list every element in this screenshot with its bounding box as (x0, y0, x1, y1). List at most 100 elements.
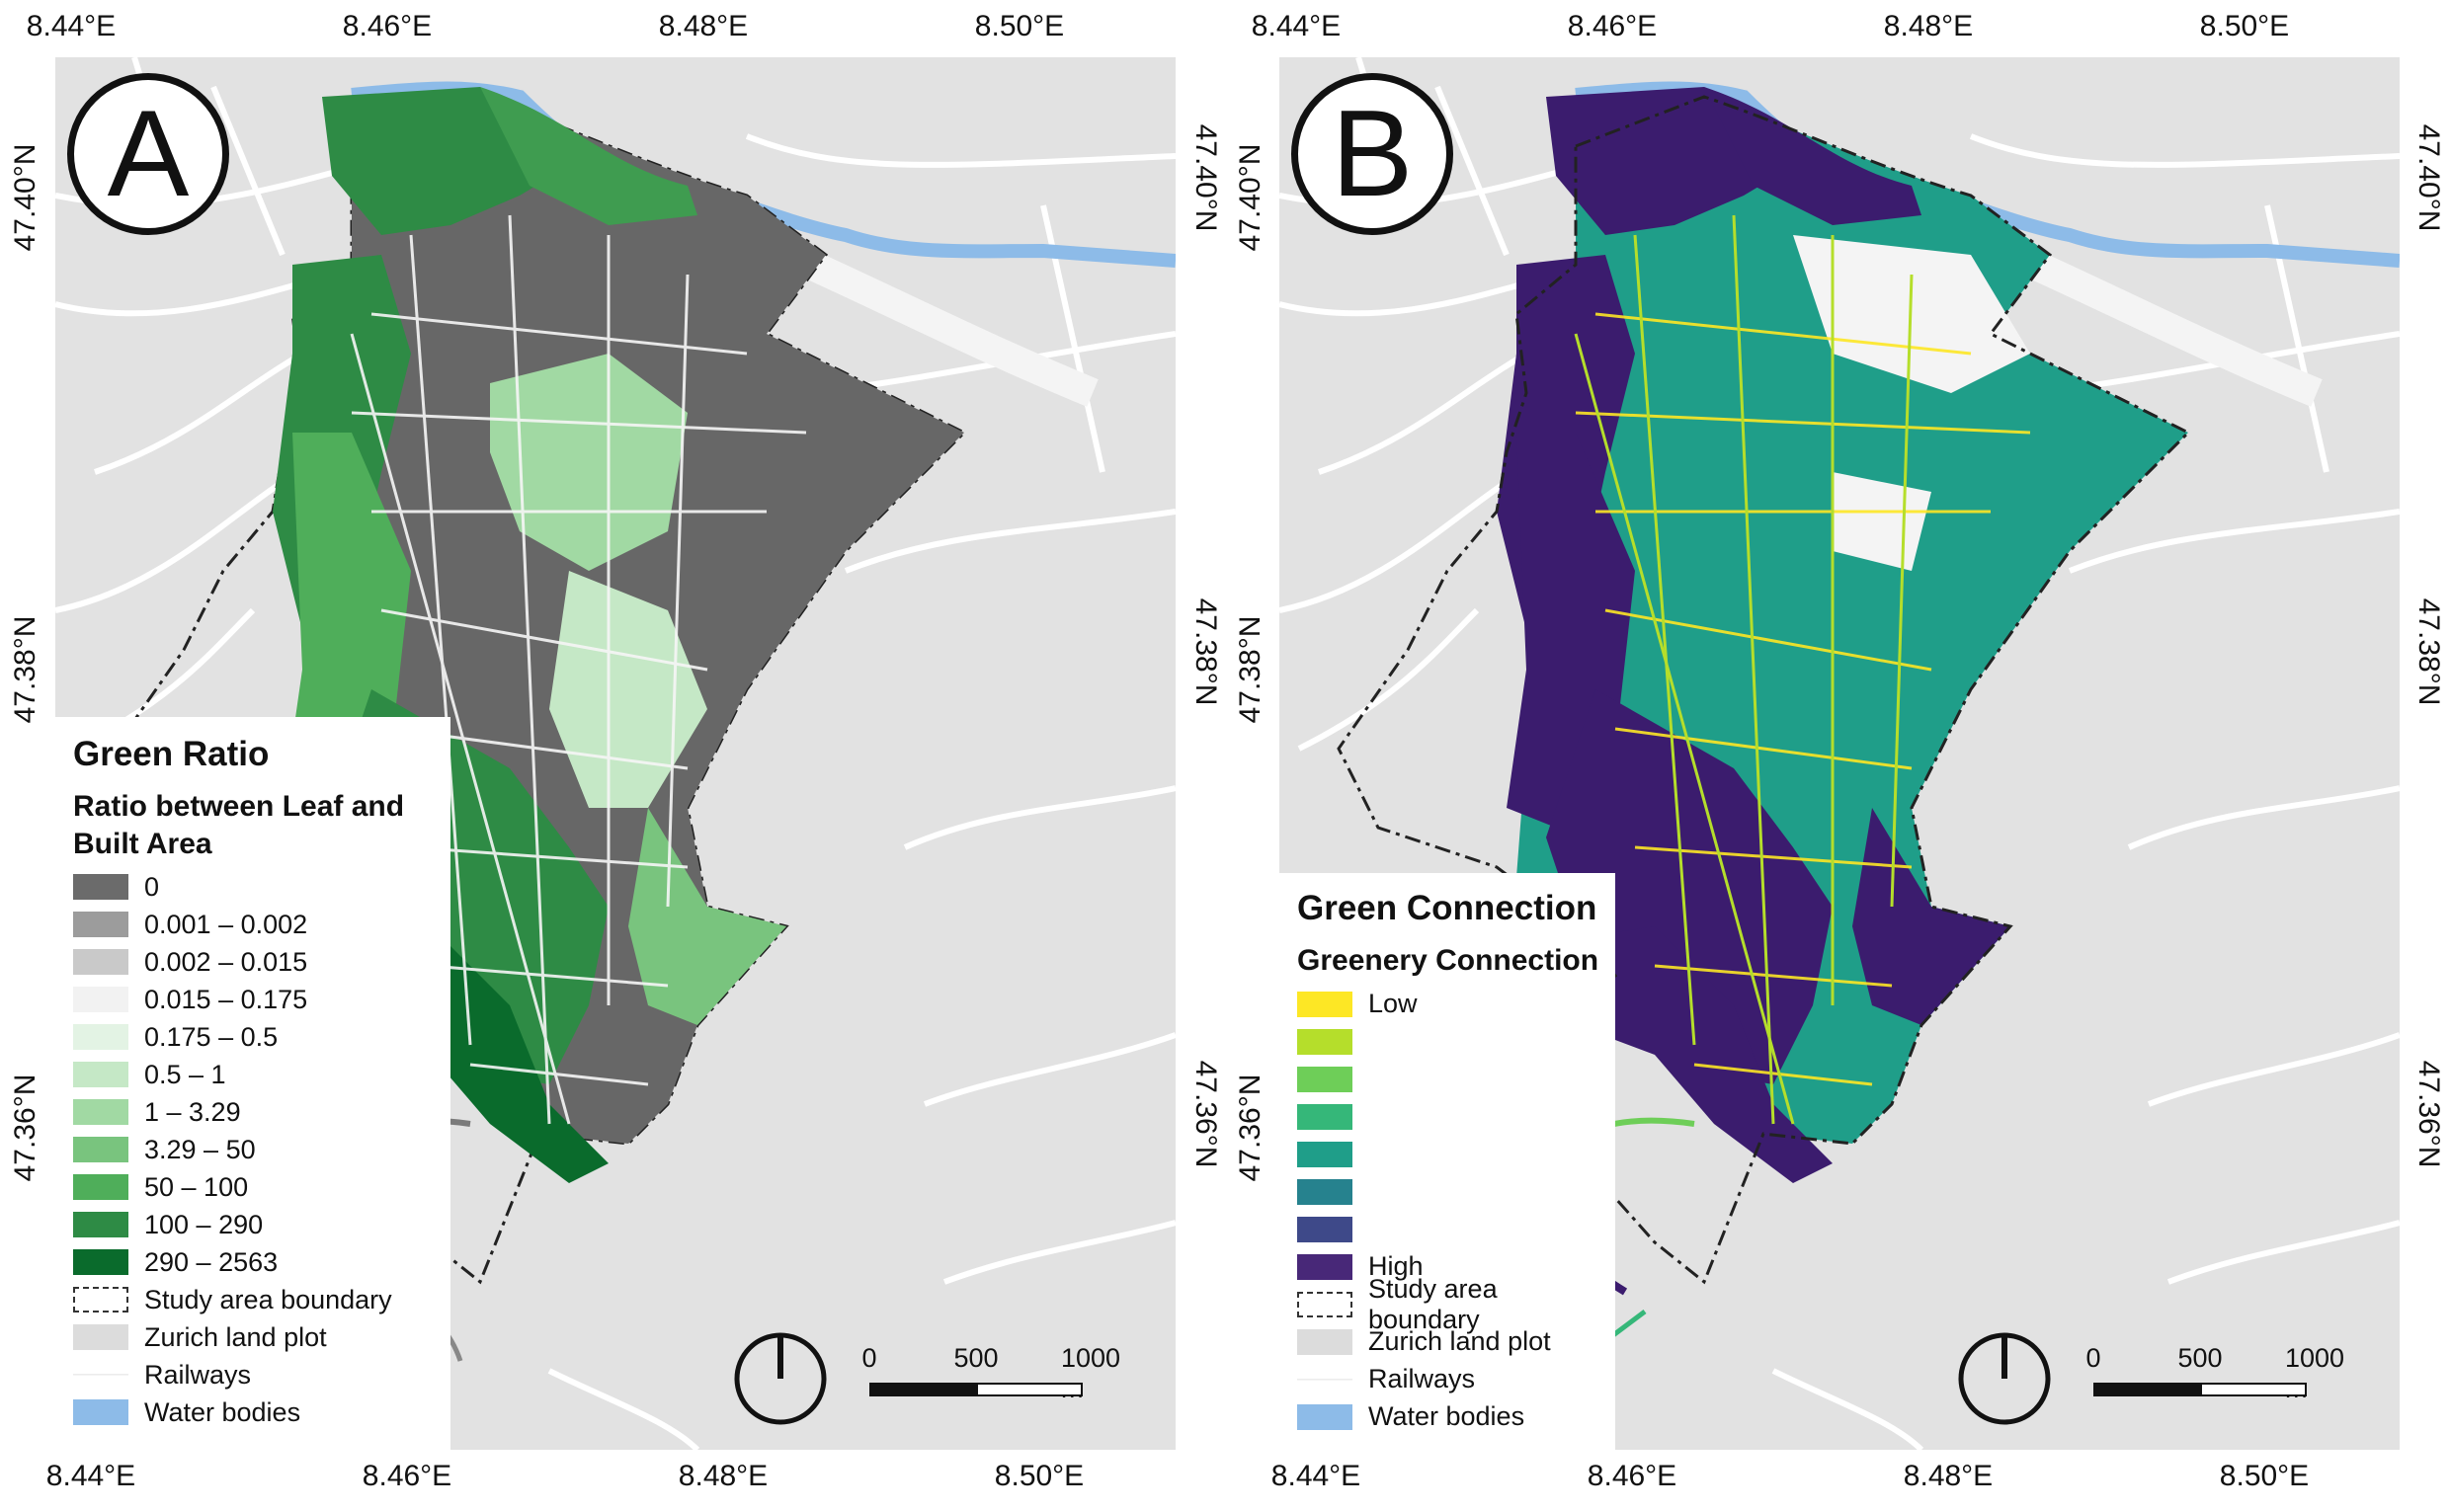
legend-swatch (73, 1174, 128, 1200)
legend-class-row: 1 – 3.29 (73, 1093, 450, 1131)
legend-class-label: 0.001 – 0.002 (144, 909, 308, 939)
lat-tick-a-left-3: 47.36°N (9, 1074, 41, 1182)
lat-tick-b-left-1: 47.40°N (1234, 143, 1266, 252)
scale-segment-white (2200, 1383, 2307, 1396)
legend-swatch (73, 1324, 128, 1350)
legend-extra-row: Railways (73, 1356, 450, 1393)
lon-tick-a-top-1: 8.44°E (26, 10, 117, 42)
legend-swatch (1297, 1253, 1352, 1280)
legend-swatch (1297, 1103, 1352, 1130)
legend-swatch (1297, 1291, 1352, 1317)
lon-tick-b-top-4: 8.50°E (2199, 10, 2290, 42)
legend-class-row (1297, 1023, 1615, 1061)
legend-subtitle: Ratio between Leaf and Built Area (73, 790, 405, 860)
map-b-canvas (1279, 57, 2400, 1450)
lon-tick-b-top-2: 8.46°E (1567, 10, 1658, 42)
legend-class-label: Low (1368, 989, 1418, 1018)
street-network (55, 57, 1176, 1450)
lon-tick-b-bot-4: 8.50°E (2219, 1460, 2310, 1492)
legend-extra-label: Water bodies (144, 1396, 301, 1427)
north-arrow-icon (1958, 1332, 2051, 1425)
map-panel-b: B Green Connection Greenery Connection L… (1279, 57, 2400, 1450)
lon-tick-a-top-2: 8.46°E (342, 10, 433, 42)
legend-class-label: 0.002 – 0.015 (144, 946, 308, 977)
legend-swatch (73, 912, 128, 937)
legend-extra-row: Railways (1297, 1361, 1615, 1398)
study-area-streets (350, 214, 807, 1125)
legend-class-row: 0.001 – 0.002 (73, 906, 450, 943)
legend-class-row: 290 – 2563 (73, 1243, 450, 1281)
scale-segment-white (976, 1383, 1083, 1396)
scale-segment-black (2093, 1383, 2200, 1396)
legend-class-label: 100 – 290 (144, 1209, 264, 1239)
scale-bar: 0 500 1000 m (861, 1343, 1132, 1422)
legend-extra-label: Zurich land plot (1368, 1326, 1551, 1356)
legend-extra-row: Study area boundary (1297, 1274, 1615, 1334)
legend-extra-row: Zurich land plot (73, 1318, 450, 1356)
lat-tick-a-left-2: 47.38°N (9, 615, 41, 724)
lat-tick-b-right-3: 47.36°N (2412, 1060, 2445, 1168)
legend-class-row: 100 – 290 (73, 1206, 450, 1243)
lon-tick-b-bot-2: 8.46°E (1587, 1460, 1677, 1492)
panel-b-badge-letter: B (1331, 86, 1414, 222)
legend-swatch (73, 1137, 128, 1162)
lat-tick-b-left-3: 47.36°N (1234, 1074, 1266, 1182)
legend-subtitle: Greenery Connection (1297, 944, 1599, 977)
lon-tick-b-bot-3: 8.48°E (1903, 1460, 1994, 1492)
scale-bar: 0 500 1000 m (2085, 1343, 2356, 1422)
lon-tick-b-bot-1: 8.44°E (1270, 1460, 1361, 1492)
legend-title: Green Connection (1297, 889, 1597, 927)
legend-green-ratio: Green Ratio Ratio between Leaf and Built… (55, 717, 450, 1450)
study-area-boundary (1337, 95, 2191, 1285)
lat-tick-a-right-3: 47.36°N (1189, 1060, 1222, 1168)
legend-swatch (1297, 1216, 1352, 1242)
lat-tick-a-right-2: 47.38°N (1189, 597, 1222, 706)
lon-tick-a-top-4: 8.50°E (974, 10, 1065, 42)
lon-tick-a-bot-2: 8.46°E (362, 1460, 452, 1492)
lon-tick-a-bot-4: 8.50°E (994, 1460, 1085, 1492)
legend-swatch (1297, 1403, 1352, 1430)
legend-class-label: 50 – 100 (144, 1171, 249, 1202)
scale-label-500: 500 (953, 1343, 999, 1373)
legend-swatch (1297, 1066, 1352, 1092)
legend-extra-label: Water bodies (1368, 1401, 1525, 1431)
legend-extra-label: Railways (1368, 1364, 1476, 1393)
panel-b-badge: B (1291, 73, 1453, 235)
legend-extra-row: Study area boundary (73, 1281, 450, 1318)
legend-swatch (1297, 1378, 1352, 1381)
legend-class-row: 50 – 100 (73, 1168, 450, 1206)
north-arrow-icon (734, 1332, 827, 1425)
legend-class-row (1297, 1173, 1615, 1211)
legend-extra-row: Water bodies (73, 1393, 450, 1431)
lat-tick-b-right-1: 47.40°N (2412, 123, 2445, 232)
legend-class-row (1297, 1098, 1615, 1136)
lat-tick-a-left-1: 47.40°N (9, 143, 41, 252)
legend-swatch (1297, 1178, 1352, 1205)
lon-tick-a-bot-1: 8.44°E (45, 1460, 136, 1492)
legend-class-row: 3.29 – 50 (73, 1131, 450, 1168)
scale-segment-black (869, 1383, 976, 1396)
lat-tick-b-right-2: 47.38°N (2412, 597, 2445, 706)
legend-class-row: 0.5 – 1 (73, 1056, 450, 1093)
legend-swatch (73, 1249, 128, 1275)
legend-extra-label: Zurich land plot (144, 1321, 327, 1352)
legend-class-row: 0.015 – 0.175 (73, 981, 450, 1018)
legend-rows: Low High Study area boundary Zurich land pl… (1297, 986, 1615, 1436)
legend-swatch (73, 1399, 128, 1425)
legend-class-label: 0.5 – 1 (144, 1059, 226, 1089)
legend-swatch (1297, 1328, 1352, 1355)
legend-class-label: 290 – 2563 (144, 1246, 279, 1277)
legend-extra-row: Zurich land plot (1297, 1323, 1615, 1361)
legend-swatch (73, 874, 128, 900)
legend-class-row: 0.175 – 0.5 (73, 1018, 450, 1056)
lat-tick-a-right-1: 47.40°N (1189, 123, 1222, 232)
legend-class-row (1297, 1211, 1615, 1248)
legend-extra-label: Study area boundary (1368, 1273, 1498, 1334)
legend-class-row: 0.002 – 0.015 (73, 943, 450, 981)
legend-green-connection: Green Connection Greenery Connection Low… (1279, 873, 1615, 1450)
legend-class-label: 3.29 – 50 (144, 1134, 256, 1164)
legend-class-label: 0.175 – 0.5 (144, 1021, 279, 1052)
legend-swatch (73, 1212, 128, 1237)
lon-tick-a-top-3: 8.48°E (658, 10, 749, 42)
legend-extra-label: Study area boundary (144, 1284, 392, 1314)
